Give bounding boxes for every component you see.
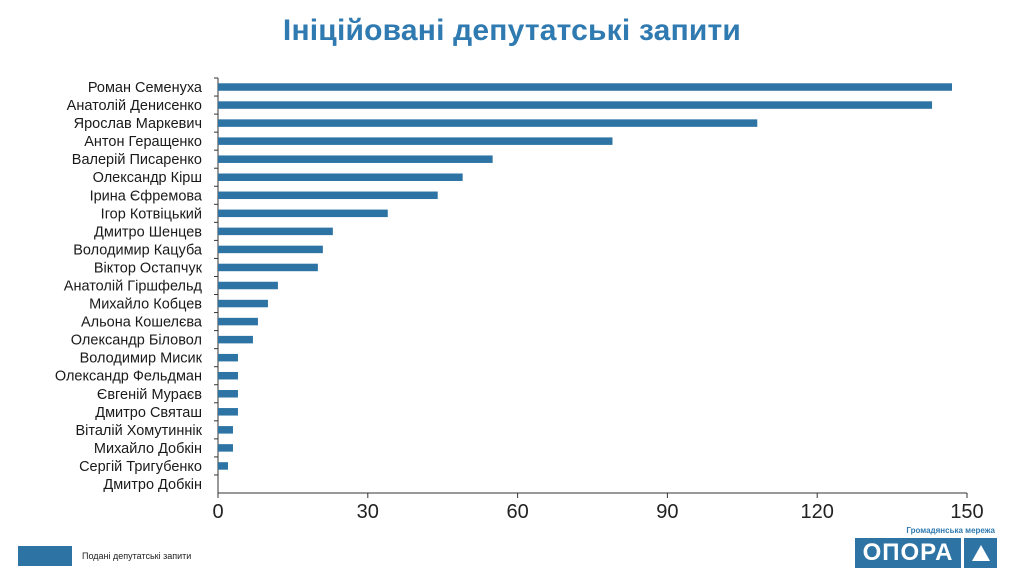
bar xyxy=(218,137,613,145)
x-tick-label: 90 xyxy=(656,501,678,523)
category-label: Дмитро Святаш xyxy=(95,405,202,421)
x-tick-label: 30 xyxy=(357,501,379,523)
x-tick-label: 120 xyxy=(801,501,834,523)
brand-logo: Громадянська мережа ОПОРА xyxy=(855,526,997,570)
bar xyxy=(218,191,438,200)
category-label: Ірина Єфремова xyxy=(90,188,203,204)
category-label: Ярослав Маркевич xyxy=(74,116,202,132)
category-label: Олександр Фельдман xyxy=(55,369,202,385)
category-label: Євгеній Мураєв xyxy=(97,387,202,403)
bar xyxy=(218,245,323,254)
triangle-up-icon xyxy=(964,538,997,568)
bar xyxy=(218,119,758,127)
bar xyxy=(218,173,463,181)
category-label: Роман Семенуха xyxy=(88,80,203,96)
category-label: Валерій Писаренко xyxy=(72,152,202,168)
bar xyxy=(218,155,493,163)
category-label: Олександр Кірш xyxy=(93,170,202,186)
category-label: Дмитро Добкін xyxy=(103,477,202,493)
category-label: Олександр Біловол xyxy=(71,333,202,349)
bar xyxy=(218,426,233,434)
category-label: Сергій Тригубенко xyxy=(79,459,202,475)
category-label: Михайло Кобцев xyxy=(89,297,202,313)
x-tick-label: 60 xyxy=(506,501,528,523)
bar xyxy=(218,209,388,218)
bar xyxy=(218,353,238,362)
bar xyxy=(218,317,258,326)
bar xyxy=(218,83,953,91)
bar xyxy=(218,227,333,236)
category-label: Дмитро Шенцев xyxy=(94,224,202,240)
bar xyxy=(218,281,278,290)
chart-title: Ініційовані депутатські запити xyxy=(282,14,742,47)
category-label: Володимир Мисик xyxy=(80,351,203,367)
x-tick-label: 0 xyxy=(212,501,223,523)
category-label: Володимир Кацуба xyxy=(73,242,203,258)
legend-swatch xyxy=(18,546,72,566)
bar xyxy=(218,444,233,452)
brand-name: ОПОРА xyxy=(862,539,954,566)
brand-box: ОПОРА xyxy=(855,538,997,568)
legend-label: Подані депутатські запити xyxy=(82,551,192,561)
bar xyxy=(218,462,228,470)
bar xyxy=(218,299,268,308)
bar xyxy=(218,371,238,380)
bar xyxy=(218,390,238,398)
bar xyxy=(218,263,318,272)
x-tick-label: 150 xyxy=(950,501,983,523)
category-label: Віктор Остапчук xyxy=(94,260,203,276)
category-label: Альона Кошелєва xyxy=(81,315,203,331)
category-label: Ігор Котвіцький xyxy=(101,206,202,222)
category-label: Михайло Добкін xyxy=(94,441,202,457)
bar xyxy=(218,408,238,416)
category-label: Віталій Хомутиннік xyxy=(75,423,202,439)
brand-separator xyxy=(961,538,964,568)
brand-tagline: Громадянська мережа xyxy=(906,526,995,535)
bar xyxy=(218,335,253,344)
bar xyxy=(218,101,933,109)
legend: Подані депутатські запити xyxy=(18,546,191,566)
category-label: Антон Геращенко xyxy=(84,134,202,150)
category-label: Анатолій Денисенко xyxy=(67,98,202,114)
category-label: Анатолій Гіршфельд xyxy=(64,279,203,295)
